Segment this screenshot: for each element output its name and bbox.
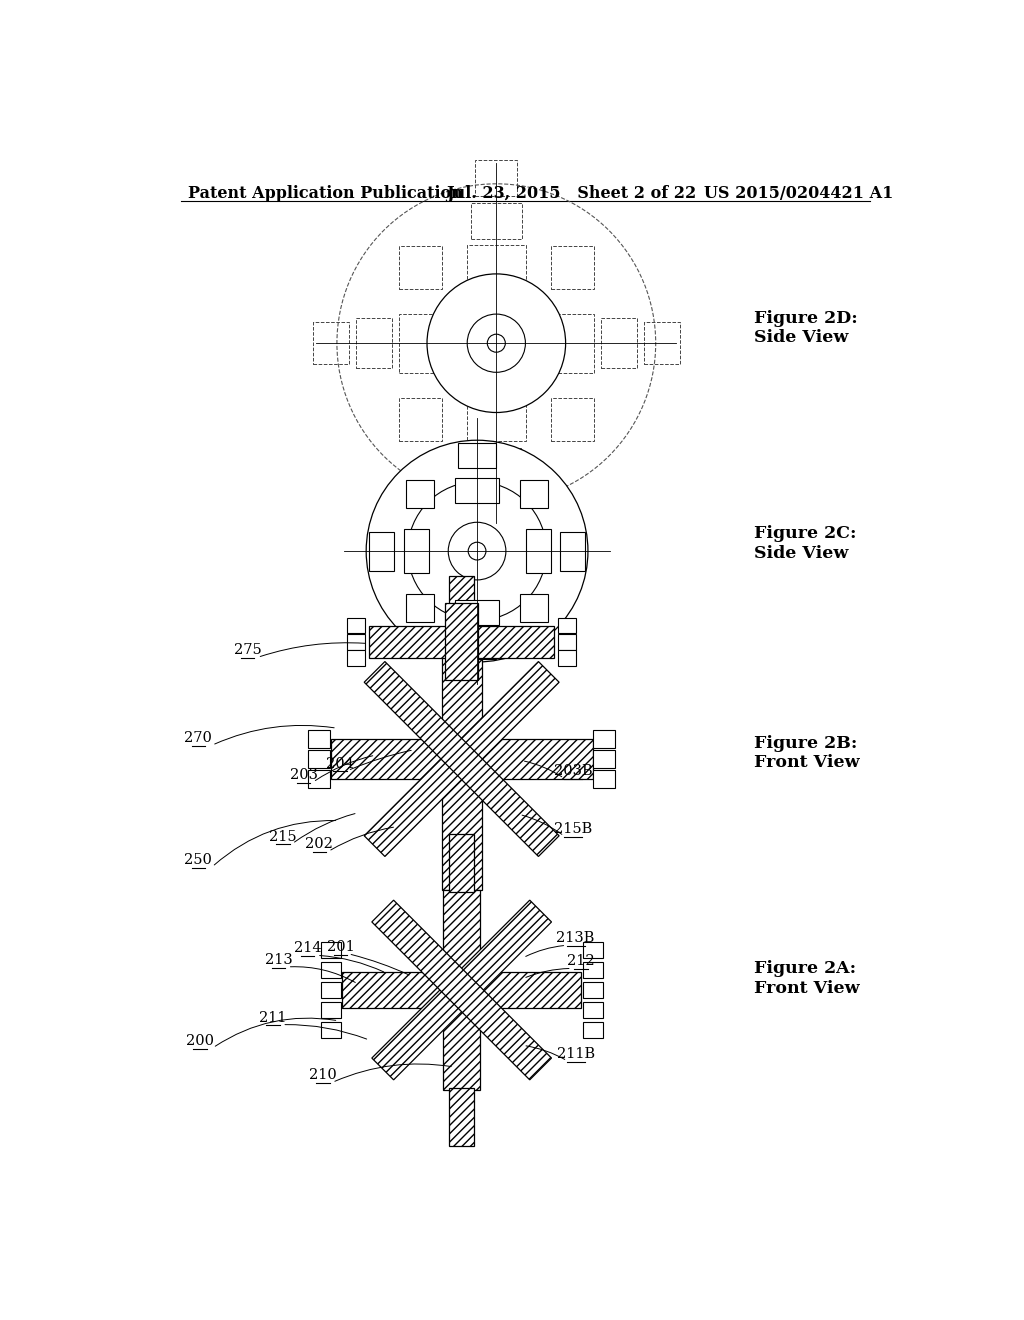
Bar <box>370 626 554 659</box>
Bar <box>445 603 478 681</box>
Bar <box>321 1002 341 1018</box>
Bar <box>558 635 577 649</box>
Text: 213: 213 <box>264 953 292 966</box>
Circle shape <box>487 334 505 352</box>
Bar <box>471 202 521 239</box>
Text: 211: 211 <box>259 1011 287 1024</box>
Bar <box>347 635 366 649</box>
Bar <box>331 739 593 779</box>
Bar <box>403 529 429 573</box>
Bar <box>644 322 680 364</box>
Bar <box>583 942 602 958</box>
Bar <box>321 982 341 998</box>
Text: Figure 2A:
Front View: Figure 2A: Front View <box>755 960 860 997</box>
Text: 214: 214 <box>294 941 322 956</box>
Bar <box>347 651 366 665</box>
Bar <box>475 491 517 527</box>
Circle shape <box>427 275 565 412</box>
Text: 202: 202 <box>305 837 333 851</box>
Bar <box>593 730 614 748</box>
Text: 250: 250 <box>184 853 212 867</box>
Bar <box>450 899 474 942</box>
Bar <box>399 246 441 289</box>
Bar <box>520 594 548 622</box>
Bar <box>321 1022 341 1038</box>
Circle shape <box>449 523 506 579</box>
Bar <box>601 318 637 368</box>
Bar <box>321 942 341 958</box>
Text: Figure 2D:
Side View: Figure 2D: Side View <box>755 309 858 346</box>
Bar <box>355 318 391 368</box>
Bar <box>347 618 366 634</box>
Bar <box>467 246 525 281</box>
Bar <box>593 770 614 788</box>
Bar <box>583 1002 602 1018</box>
Bar <box>450 576 474 619</box>
Bar <box>441 628 481 890</box>
Bar <box>593 750 614 768</box>
Bar <box>398 314 434 372</box>
Bar <box>450 834 474 892</box>
Text: 270: 270 <box>184 731 212 744</box>
Bar <box>308 750 330 768</box>
Text: 215B: 215B <box>554 822 593 836</box>
Bar <box>399 397 441 441</box>
Text: 211B: 211B <box>557 1047 595 1061</box>
Text: Patent Application Publication: Patent Application Publication <box>188 185 463 202</box>
Bar <box>551 246 594 289</box>
Bar <box>342 972 581 1008</box>
Bar <box>583 962 602 978</box>
Circle shape <box>367 441 588 663</box>
Bar <box>308 730 330 748</box>
Bar <box>558 651 577 665</box>
Text: 275: 275 <box>233 643 261 657</box>
Bar <box>321 962 341 978</box>
Bar <box>458 634 497 659</box>
Bar <box>407 480 434 508</box>
Bar <box>471 447 521 484</box>
Bar <box>467 405 525 441</box>
Bar <box>520 480 548 508</box>
Circle shape <box>468 543 486 560</box>
Bar <box>551 397 594 441</box>
Bar <box>365 661 559 857</box>
Bar <box>407 594 434 622</box>
Bar <box>372 900 552 1080</box>
Text: Figure 2C:
Side View: Figure 2C: Side View <box>755 525 857 562</box>
Bar <box>450 1088 474 1146</box>
Bar <box>525 529 551 573</box>
Text: 210: 210 <box>309 1068 337 1082</box>
Bar <box>583 1022 602 1038</box>
Bar <box>365 661 559 857</box>
Bar <box>475 160 517 195</box>
Bar <box>455 478 500 503</box>
Circle shape <box>467 314 525 372</box>
Bar <box>583 982 602 998</box>
Bar <box>558 314 594 372</box>
Text: Figure 2B:
Front View: Figure 2B: Front View <box>755 734 860 771</box>
Bar <box>443 890 480 1090</box>
Text: 213B: 213B <box>556 932 595 945</box>
Text: US 2015/0204421 A1: US 2015/0204421 A1 <box>705 185 894 202</box>
Bar <box>370 532 394 570</box>
Text: 201: 201 <box>327 940 354 954</box>
Text: 204: 204 <box>326 756 354 771</box>
Text: 215: 215 <box>269 830 297 843</box>
Bar <box>312 322 349 364</box>
Bar <box>560 532 585 570</box>
Text: 200: 200 <box>186 1034 214 1048</box>
Bar <box>308 770 330 788</box>
Circle shape <box>408 482 547 620</box>
Text: Jul. 23, 2015   Sheet 2 of 22: Jul. 23, 2015 Sheet 2 of 22 <box>446 185 696 202</box>
Bar <box>372 900 552 1080</box>
Bar <box>455 599 500 624</box>
Bar <box>458 444 497 469</box>
Bar <box>558 618 577 634</box>
Text: 212: 212 <box>567 954 595 969</box>
Text: 203: 203 <box>290 768 317 781</box>
Text: 203B: 203B <box>554 764 593 779</box>
